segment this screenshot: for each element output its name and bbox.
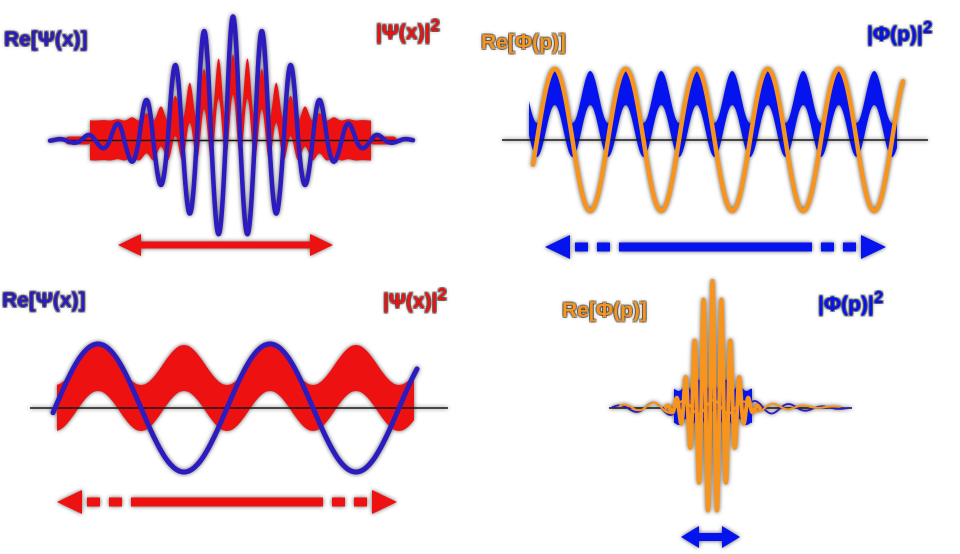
delta-p-small-arrow [681,526,740,548]
psi-x-squared-base: |Ψ(x)| [383,290,438,313]
label-re-phi-p-bottom-right: Re[Φ(p)] [562,299,647,322]
label-psi-x-squared-top-left: |Ψ(x)|2 [376,16,440,44]
delta-x-large-arrow [57,490,397,514]
superscript-2: 2 [430,15,440,35]
label-psi-x-squared-bottom-left: |Ψ(x)|2 [383,285,447,313]
delta-p-large-arrow [545,235,886,259]
superscript-2: 2 [922,17,933,37]
superscript-2: 2 [437,284,447,304]
psi-x-squared-base: |Ψ(x)| [376,21,431,44]
label-phi-p-squared-top-right: |Φ(p)|2 [867,18,932,46]
momentum-space-spike [609,279,852,548]
position-space-plane-wave [30,341,448,514]
label-re-psi-x-bottom-left: Re[Ψ(x)] [2,289,86,312]
label-re-psi-x-top-left: Re[Ψ(x)] [4,28,88,51]
superscript-2: 2 [873,287,884,307]
position-space-wave-packet [47,14,416,256]
label-phi-p-squared-bottom-right: |Φ(p)|2 [818,288,883,316]
phi-p-squared-base: |Φ(p)| [818,293,874,316]
momentum-space-plane-wave [502,66,928,259]
phi-p-squared-base: |Φ(p)| [867,23,923,46]
delta-x-small-arrow [118,234,333,256]
label-re-phi-p-top-right: Re[Φ(p)] [481,31,566,54]
